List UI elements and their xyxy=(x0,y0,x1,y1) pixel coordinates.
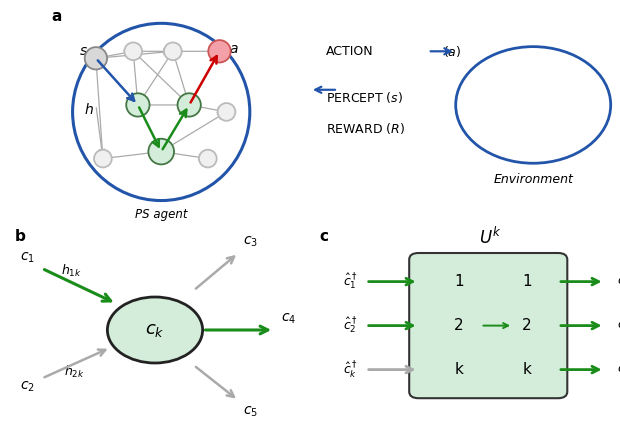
Text: $c_3$: $c_3$ xyxy=(243,235,258,249)
Text: $\hat{c}_k^\dagger$: $\hat{c}_k^\dagger$ xyxy=(617,358,620,379)
Text: $(a)$: $(a)$ xyxy=(443,44,462,59)
Text: $\hat{c}_2^\dagger$: $\hat{c}_2^\dagger$ xyxy=(617,315,620,334)
Circle shape xyxy=(199,150,217,168)
Circle shape xyxy=(148,139,174,165)
Text: PS agent: PS agent xyxy=(135,208,187,221)
Circle shape xyxy=(85,47,107,70)
FancyBboxPatch shape xyxy=(409,253,567,398)
Text: $h_{1k}$: $h_{1k}$ xyxy=(61,263,82,279)
Text: ACTION: ACTION xyxy=(326,45,373,58)
Text: 1: 1 xyxy=(454,274,464,289)
Text: 2: 2 xyxy=(522,318,532,333)
Text: $a$: $a$ xyxy=(229,42,238,56)
Text: $\hat{c}_2^\dagger$: $\hat{c}_2^\dagger$ xyxy=(343,316,358,335)
Text: 2: 2 xyxy=(454,318,464,333)
Text: $\hat{c}_1^\dagger$: $\hat{c}_1^\dagger$ xyxy=(617,271,620,290)
Circle shape xyxy=(125,42,142,60)
Circle shape xyxy=(218,103,236,121)
Text: $s$: $s$ xyxy=(79,44,87,59)
Text: Environment: Environment xyxy=(494,173,573,186)
Text: $h_{2k}$: $h_{2k}$ xyxy=(64,364,85,380)
Text: b: b xyxy=(15,229,26,244)
Text: $h$: $h$ xyxy=(84,102,94,117)
Text: $c_k$: $c_k$ xyxy=(145,321,165,339)
Text: $\hat{c}_k^\dagger$: $\hat{c}_k^\dagger$ xyxy=(343,359,358,380)
Text: $U^k$: $U^k$ xyxy=(479,227,501,248)
Text: k: k xyxy=(454,362,463,377)
Text: 1: 1 xyxy=(522,274,532,289)
Text: $c_1$: $c_1$ xyxy=(20,250,35,264)
Text: $c_5$: $c_5$ xyxy=(242,404,258,418)
Circle shape xyxy=(177,93,201,117)
Circle shape xyxy=(94,150,112,168)
Circle shape xyxy=(164,42,182,60)
Text: REWARD $(R)$: REWARD $(R)$ xyxy=(326,121,405,136)
Text: a: a xyxy=(51,9,62,24)
Ellipse shape xyxy=(107,297,203,363)
Text: k: k xyxy=(523,362,531,377)
Text: $\hat{c}_1^\dagger$: $\hat{c}_1^\dagger$ xyxy=(343,272,358,291)
Text: $c_4$: $c_4$ xyxy=(281,312,296,326)
Text: PERCEPT $(s)$: PERCEPT $(s)$ xyxy=(326,91,402,106)
Text: $c_2$: $c_2$ xyxy=(20,380,35,394)
Text: c: c xyxy=(319,229,329,244)
Circle shape xyxy=(126,93,149,117)
Circle shape xyxy=(208,40,231,62)
